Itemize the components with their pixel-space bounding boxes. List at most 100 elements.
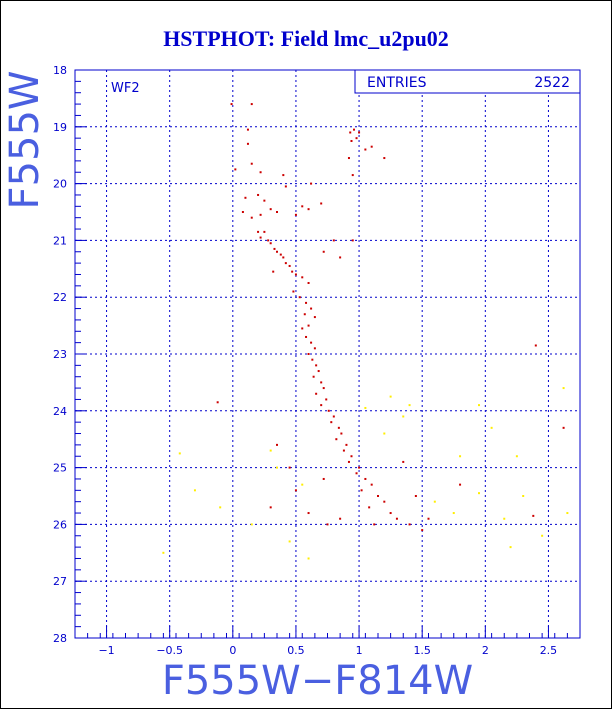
- x-tick-label: 2: [482, 644, 489, 657]
- data-point: [279, 253, 282, 256]
- data-point: [339, 256, 342, 259]
- data-point: [327, 409, 330, 412]
- stats-box: [354, 69, 581, 94]
- y-tick-label: 21: [53, 234, 67, 247]
- data-point: [433, 500, 436, 503]
- data-point: [162, 551, 165, 554]
- x-tick-label: 1.5: [413, 644, 431, 657]
- data-point: [532, 514, 535, 517]
- data-point: [326, 523, 329, 526]
- data-point: [478, 404, 480, 407]
- data-point: [509, 546, 512, 549]
- data-point: [315, 392, 318, 395]
- data-point: [263, 230, 266, 233]
- data-point: [250, 523, 253, 526]
- data-point: [263, 199, 266, 202]
- data-point: [246, 128, 249, 131]
- data-point: [395, 517, 398, 520]
- data-point: [219, 506, 222, 509]
- data-point: [389, 395, 392, 398]
- data-point: [259, 236, 262, 239]
- data-point: [522, 495, 525, 497]
- data-point: [298, 296, 301, 299]
- data-point: [311, 358, 314, 361]
- data-point: [353, 128, 356, 131]
- data-point: [269, 506, 272, 509]
- data-point: [269, 449, 272, 452]
- data-point: [383, 157, 386, 160]
- data-point: [307, 208, 310, 211]
- data-point: [452, 512, 455, 515]
- data-point: [320, 404, 323, 407]
- data-point: [349, 131, 352, 134]
- data-point: [562, 387, 565, 390]
- data-point: [310, 341, 313, 344]
- data-point: [332, 415, 335, 418]
- data-point: [322, 477, 325, 480]
- x-tick-label: 1: [356, 644, 363, 657]
- data-point: [342, 449, 345, 452]
- x-tick-label: 0: [229, 644, 236, 657]
- data-point: [178, 452, 181, 455]
- data-point: [459, 455, 462, 458]
- y-tick-label: 24: [53, 405, 67, 418]
- data-point: [515, 455, 518, 458]
- data-point: [273, 247, 276, 250]
- data-point: [250, 216, 253, 219]
- data-point: [294, 489, 297, 492]
- data-point: [350, 455, 353, 458]
- data-point: [408, 404, 411, 407]
- data-point: [562, 426, 565, 429]
- x-tick-label: −0.5: [156, 644, 183, 657]
- axis-ticks: −1 −0.5 0 0.5 1 1.5 2 2.5 18 19 20 21 22 23 24 25 26 27 28: [53, 64, 581, 657]
- data-point: [276, 443, 278, 446]
- stats-entries-label: ENTRIES: [367, 75, 427, 91]
- data-point: [305, 301, 308, 304]
- y-tick-label: 22: [53, 291, 67, 304]
- data-point: [230, 103, 233, 106]
- data-point: [370, 483, 373, 486]
- data-point: [337, 426, 340, 429]
- data-point: [402, 415, 405, 418]
- data-point: [193, 489, 196, 492]
- data-point: [234, 168, 237, 171]
- data-point: [347, 460, 350, 463]
- data-point: [534, 344, 537, 347]
- data-point: [414, 495, 417, 497]
- data-point: [276, 211, 278, 213]
- data-point: [364, 406, 367, 409]
- data-point: [339, 517, 342, 520]
- data-point: [364, 477, 367, 480]
- data-point: [269, 208, 272, 211]
- data-point: [355, 137, 358, 140]
- data-point: [370, 145, 373, 148]
- x-tick-label: 0.5: [287, 644, 305, 657]
- data-point: [307, 282, 310, 284]
- data-point: [301, 483, 304, 486]
- panel-label: WF2: [111, 81, 140, 96]
- data-point: [322, 387, 325, 390]
- data-point: [459, 483, 462, 486]
- data-point: [351, 174, 354, 177]
- data-point: [320, 202, 323, 205]
- data-point: [292, 290, 295, 293]
- data-point: [313, 316, 316, 319]
- data-point: [294, 213, 297, 216]
- data-point: [276, 250, 278, 253]
- data-point: [282, 256, 285, 259]
- data-point: [284, 262, 287, 265]
- data-point: [368, 506, 371, 509]
- data-point: [303, 313, 306, 316]
- data-point: [301, 327, 304, 330]
- data-point: [313, 347, 316, 350]
- data-point: [250, 103, 253, 106]
- stats-entries-value: 2522: [534, 75, 570, 91]
- data-point: [330, 421, 333, 424]
- data-point: [284, 185, 287, 188]
- data-point: [358, 466, 361, 469]
- data-point: [282, 174, 285, 177]
- data-point: [259, 213, 262, 216]
- data-point: [307, 353, 310, 355]
- data-point: [246, 142, 249, 145]
